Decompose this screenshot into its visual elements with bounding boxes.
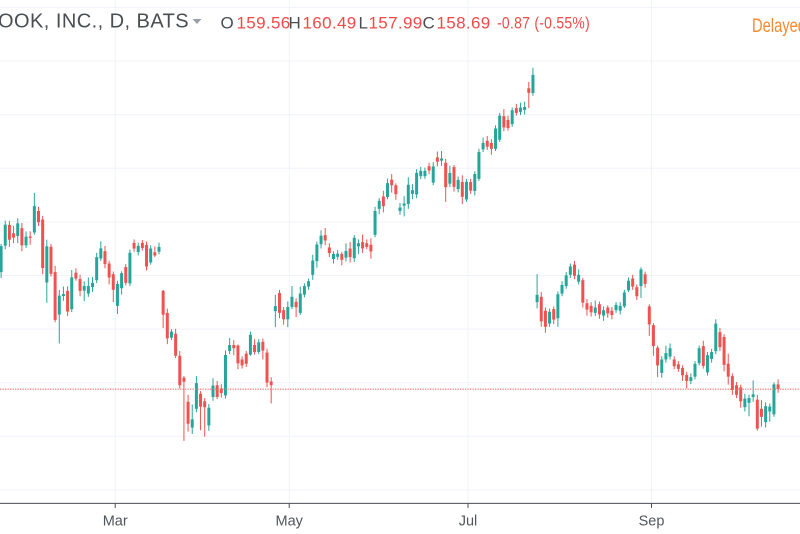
svg-text:Mar: Mar bbox=[103, 514, 128, 530]
svg-text:-0.87 (-0.55%): -0.87 (-0.55%) bbox=[497, 14, 590, 33]
svg-text:Sep: Sep bbox=[639, 514, 665, 530]
svg-text:C: C bbox=[423, 14, 436, 33]
svg-text:L: L bbox=[359, 14, 369, 33]
svg-text:Delayed: Delayed bbox=[752, 16, 800, 37]
svg-text:Jul: Jul bbox=[459, 514, 478, 530]
svg-text:O: O bbox=[221, 14, 235, 33]
svg-text:OOK, INC., D, BATS: OOK, INC., D, BATS bbox=[0, 11, 189, 33]
svg-text:160.49: 160.49 bbox=[303, 14, 357, 33]
svg-text:May: May bbox=[275, 514, 303, 530]
svg-text:H: H bbox=[289, 14, 302, 33]
svg-text:159.56: 159.56 bbox=[237, 14, 291, 33]
svg-text:157.99: 157.99 bbox=[369, 14, 423, 33]
svg-text:158.69: 158.69 bbox=[437, 14, 491, 33]
